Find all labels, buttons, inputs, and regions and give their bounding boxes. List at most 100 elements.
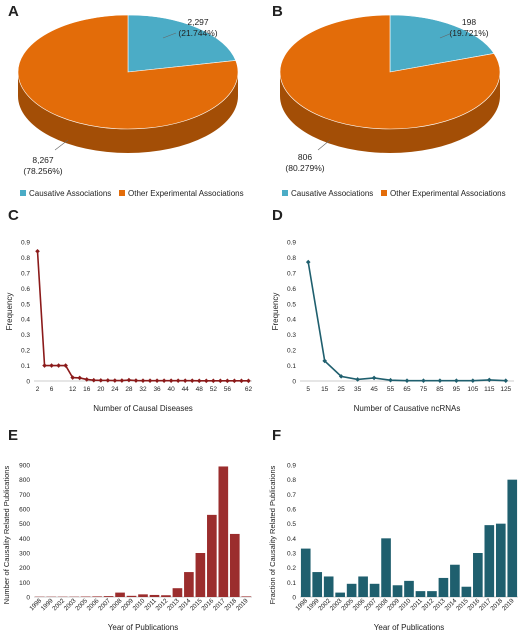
x-tick-label: 56 — [224, 386, 232, 393]
legend-label-other: Other Experimental Associations — [128, 189, 244, 198]
data-point — [338, 374, 344, 379]
series-line — [307, 261, 506, 382]
y-tick-label: 0.1 — [287, 363, 296, 370]
x-tick-label: 25 — [338, 386, 346, 393]
y-axis-title: Fraction of Causality Related Publicatio… — [268, 465, 277, 604]
data-point — [454, 378, 459, 383]
y-tick-label: 0.3 — [287, 332, 296, 339]
y-tick-label: 0.4 — [287, 317, 296, 324]
data-point — [84, 377, 90, 382]
y-tick-label: 0.8 — [287, 477, 296, 484]
x-tick-label: 2 — [36, 386, 40, 393]
bar — [323, 576, 334, 597]
y-tick-label: 0.6 — [287, 507, 296, 514]
pie-value-label: 198 — [462, 17, 476, 27]
data-point — [421, 378, 426, 383]
bar — [346, 583, 357, 597]
bar — [381, 538, 391, 597]
data-point — [56, 363, 61, 368]
data-point — [63, 363, 68, 368]
data-point — [189, 378, 195, 383]
data-point — [77, 375, 83, 381]
y-tick-label: 0.4 — [287, 536, 296, 543]
bar — [161, 595, 171, 597]
x-tick-label: 62 — [245, 386, 253, 393]
data-point — [112, 378, 118, 383]
legend-label-causative: Causative Associations — [291, 189, 373, 198]
y-tick-label: 0.3 — [287, 551, 296, 558]
pie-percent-label: (80.279%) — [285, 163, 324, 173]
data-point — [404, 378, 410, 383]
data-point — [239, 378, 244, 384]
pie-side-other — [280, 72, 500, 153]
bar — [138, 594, 148, 597]
x-tick-label: 2019 — [501, 597, 516, 612]
x-tick-label: 16 — [83, 386, 91, 393]
pie-value-label: 8,267 — [32, 155, 54, 165]
bar — [218, 466, 229, 597]
data-point — [168, 378, 174, 383]
bar — [241, 596, 252, 597]
data-point — [355, 377, 360, 382]
y-tick-label: 0 — [292, 595, 296, 602]
y-tick-label: 600 — [19, 507, 30, 514]
y-tick-label: 400 — [19, 536, 30, 543]
bar — [438, 577, 449, 597]
x-tick-label: 15 — [321, 386, 329, 393]
y-tick-label: 0.2 — [287, 348, 296, 355]
bar — [126, 595, 137, 597]
x-tick-label: 32 — [139, 386, 147, 393]
pie-leader-line — [162, 32, 177, 39]
y-tick-label: 300 — [19, 551, 30, 558]
y-tick-label: 100 — [19, 580, 30, 587]
x-tick-label: 24 — [111, 386, 119, 393]
x-tick-label: 115 — [484, 386, 495, 393]
data-point — [133, 378, 139, 383]
bar — [229, 533, 240, 597]
pie-side-other — [18, 72, 238, 153]
data-point — [147, 378, 153, 383]
x-tick-label: 12 — [69, 386, 77, 393]
data-point — [232, 378, 237, 384]
y-tick-label: 0.1 — [287, 580, 296, 587]
y-tick-label: 0 — [292, 379, 296, 386]
y-tick-label: 200 — [19, 565, 30, 572]
bar — [495, 523, 506, 597]
bar — [507, 479, 518, 597]
y-tick-label: 0.5 — [21, 301, 30, 308]
data-point — [437, 378, 443, 383]
pie-percent-label: (19.721%) — [449, 28, 488, 38]
data-point — [126, 377, 132, 383]
y-tick-label: 700 — [19, 492, 30, 499]
panel-letter-F: F — [272, 427, 281, 444]
pie-slice-other — [279, 14, 501, 130]
y-tick-label: 0.5 — [287, 521, 296, 528]
pie-value-label: 806 — [298, 152, 312, 162]
data-point — [371, 375, 377, 381]
pie-leader-line — [54, 139, 69, 151]
pie-slice-causative — [389, 14, 495, 73]
x-tick-label: 48 — [196, 386, 204, 393]
x-tick-label: 2019 — [235, 597, 250, 612]
x-axis-title: Year of Publications — [108, 623, 178, 632]
series-line — [36, 251, 249, 382]
y-tick-label: 0.6 — [287, 286, 296, 293]
data-point — [487, 377, 492, 383]
y-tick-label: 0.6 — [21, 286, 30, 293]
y-tick-label: 900 — [19, 463, 30, 470]
y-axis-title: Number of Causality Related Publications — [2, 466, 11, 605]
panel-letter-A: A — [8, 3, 19, 20]
data-point — [35, 248, 40, 254]
panel-letter-B: B — [272, 3, 283, 20]
data-point — [203, 378, 209, 384]
legend-swatch-causative — [282, 190, 288, 196]
bar — [415, 591, 426, 597]
data-point — [119, 378, 125, 383]
x-tick-label: 95 — [453, 386, 461, 393]
bar — [358, 576, 368, 597]
data-point — [246, 378, 251, 384]
bar — [195, 553, 206, 597]
legend-swatch-other — [119, 190, 125, 196]
y-tick-label: 0.8 — [287, 255, 296, 262]
